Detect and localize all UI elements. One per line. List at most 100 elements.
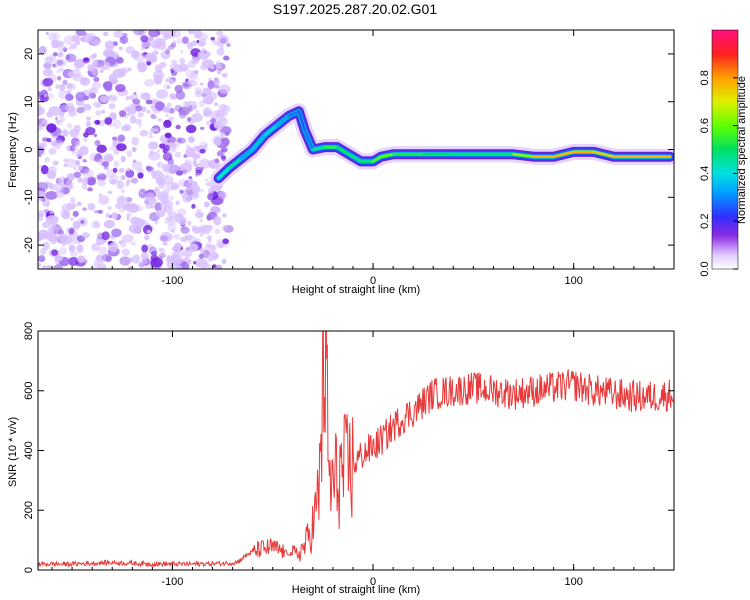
noise-blob bbox=[174, 242, 182, 250]
noise-blob bbox=[77, 176, 83, 183]
noise-blob bbox=[155, 210, 166, 218]
noise-blob bbox=[218, 191, 228, 200]
noise-blob bbox=[48, 147, 57, 155]
noise-blob bbox=[38, 229, 50, 240]
snr-x-axis-label: Height of straight line (km) bbox=[292, 584, 420, 596]
noise-blob bbox=[120, 189, 126, 194]
noise-blob bbox=[113, 119, 122, 129]
noise-blob bbox=[70, 43, 77, 50]
noise-blob bbox=[147, 36, 154, 42]
noise-blob bbox=[54, 255, 63, 262]
noise-blob bbox=[92, 262, 102, 269]
noise-blob bbox=[133, 51, 145, 62]
noise-blob bbox=[193, 260, 197, 265]
noise-blob bbox=[75, 30, 86, 37]
colorbar-tick-label: 0.0 bbox=[699, 261, 711, 276]
noise-blob bbox=[113, 148, 120, 155]
x-tick-label: 0 bbox=[370, 576, 376, 588]
noise-blob bbox=[191, 105, 197, 110]
noise-blob bbox=[206, 224, 214, 230]
noise-blob bbox=[146, 109, 151, 114]
noise-blob bbox=[96, 144, 107, 153]
noise-blob bbox=[90, 40, 94, 44]
noise-blob bbox=[62, 79, 68, 86]
noise-blob bbox=[101, 231, 110, 241]
noise-blob bbox=[88, 32, 96, 40]
noise-blob bbox=[43, 94, 47, 98]
noise-blob bbox=[45, 191, 58, 200]
noise-blob bbox=[91, 243, 100, 251]
noise-blob bbox=[108, 242, 119, 253]
noise-blob bbox=[191, 184, 201, 194]
noise-blob bbox=[64, 102, 75, 112]
noise-blob bbox=[48, 235, 52, 240]
noise-blob bbox=[156, 161, 165, 169]
colorbar-tick-label: 0.6 bbox=[699, 118, 711, 133]
snr-frame bbox=[37, 330, 675, 571]
noise-blob bbox=[51, 249, 58, 256]
x-tick-label: 100 bbox=[565, 275, 583, 287]
noise-blob bbox=[93, 133, 98, 138]
colorbar-label: Normalized spectral amplitude bbox=[736, 76, 748, 224]
noise-blob bbox=[58, 89, 68, 100]
noise-blob bbox=[137, 111, 144, 118]
noise-blob bbox=[96, 242, 101, 246]
noise-blob bbox=[198, 158, 211, 169]
ridge-segment bbox=[379, 153, 395, 158]
noise-blob bbox=[140, 191, 144, 195]
noise-blob bbox=[65, 54, 71, 60]
noise-blob bbox=[45, 264, 53, 269]
noise-blob bbox=[154, 220, 159, 225]
noise-blob bbox=[191, 192, 200, 199]
noise-blob bbox=[168, 206, 174, 213]
noise-blob bbox=[48, 32, 57, 41]
ridge-segment bbox=[303, 129, 315, 151]
noise-blob bbox=[189, 243, 199, 252]
noise-blob bbox=[42, 77, 54, 87]
noise-blob bbox=[196, 208, 201, 213]
noise-blob bbox=[72, 210, 79, 218]
noise-blob bbox=[148, 134, 154, 139]
noise-blob bbox=[132, 226, 140, 234]
noise-blob bbox=[165, 113, 169, 118]
noise-blob bbox=[221, 224, 228, 232]
noise-blob bbox=[90, 220, 101, 230]
noise-blob bbox=[135, 105, 143, 112]
noise-blob bbox=[97, 263, 107, 269]
noise-blob bbox=[165, 78, 169, 83]
snr-line bbox=[38, 331, 674, 568]
noise-blob bbox=[216, 48, 225, 56]
noise-blob bbox=[94, 140, 101, 147]
noise-blob bbox=[172, 64, 183, 73]
x-tick-label: -100 bbox=[161, 576, 183, 588]
noise-blob bbox=[115, 57, 124, 64]
noise-blob bbox=[200, 188, 204, 193]
noise-blob bbox=[137, 62, 147, 73]
noise-blob bbox=[176, 137, 183, 143]
noise-blob bbox=[77, 150, 83, 157]
noise-blob bbox=[99, 95, 110, 103]
noise-blob bbox=[126, 217, 130, 221]
noise-blob bbox=[38, 210, 46, 218]
noise-blob bbox=[171, 229, 175, 233]
noise-blob bbox=[144, 79, 155, 87]
noise-blob bbox=[85, 121, 92, 128]
noise-blob bbox=[118, 46, 124, 51]
noise-blob bbox=[58, 51, 64, 57]
noise-blob bbox=[67, 71, 75, 78]
noise-blob bbox=[146, 166, 154, 172]
noise-blob bbox=[81, 183, 88, 190]
noise-blob bbox=[154, 202, 162, 212]
noise-blob bbox=[167, 212, 171, 216]
noise-blob bbox=[52, 160, 59, 166]
noise-blob bbox=[67, 173, 75, 181]
noise-blob bbox=[127, 67, 132, 72]
noise-blob bbox=[131, 146, 137, 153]
noise-blob bbox=[166, 85, 170, 89]
ridge-segment bbox=[335, 145, 351, 156]
noise-blob bbox=[167, 216, 174, 222]
noise-blob bbox=[169, 64, 174, 69]
noise-blob bbox=[70, 196, 76, 204]
noise-blob bbox=[189, 120, 195, 125]
